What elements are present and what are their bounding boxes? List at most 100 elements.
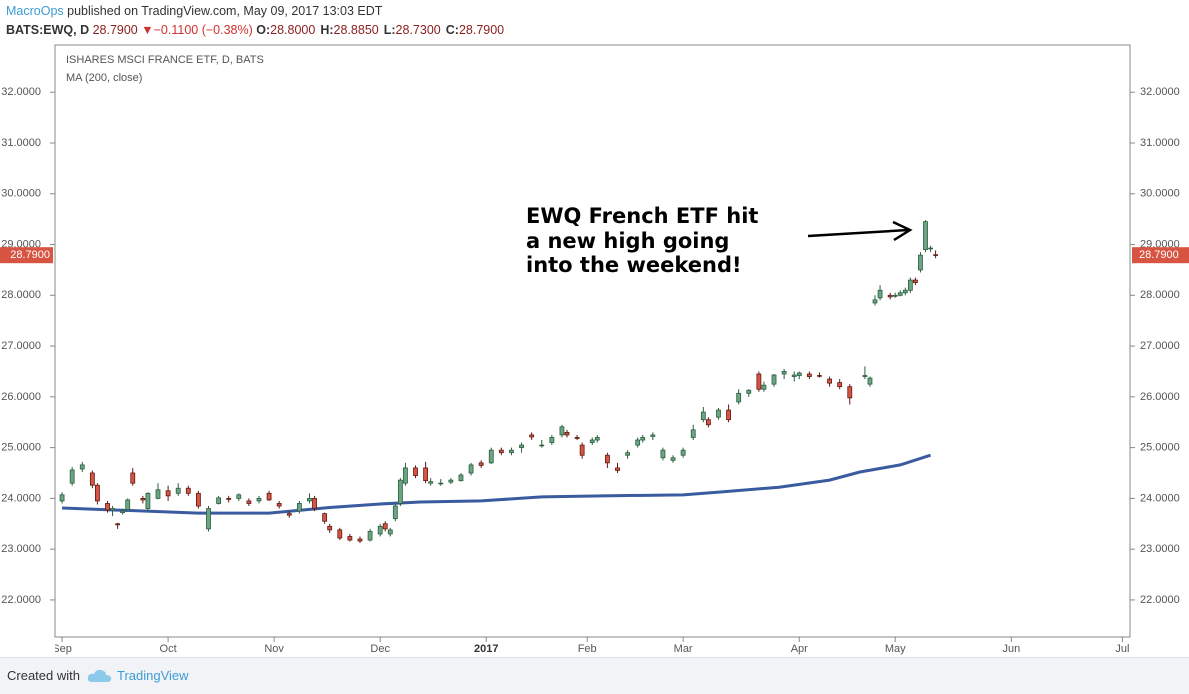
- header-line: BATS:EWQ, D 28.7900 ▼−0.1100 (−0.38%) O:…: [6, 21, 509, 40]
- candle-body: [89, 472, 95, 486]
- y-tick-label: 28.0000: [1, 289, 41, 301]
- candle-body: [246, 500, 252, 504]
- ohlc-label: H:: [320, 23, 334, 37]
- y-tick-label: 26.0000: [1140, 391, 1180, 403]
- candle-body: [105, 503, 110, 511]
- candle-body: [806, 373, 812, 377]
- candle-body: [615, 467, 620, 471]
- candle-body: [327, 525, 333, 531]
- axes: 22.0000 22.0000 23.0000 23.0000 24.0000 24.00…: [0, 86, 1189, 642]
- arrow: [807, 220, 913, 242]
- candle-body: [498, 449, 504, 454]
- y-tick-label: 23.0000: [1, 543, 41, 555]
- candle-body: [312, 497, 317, 509]
- candle-body: [519, 444, 524, 449]
- candle-body: [604, 454, 610, 464]
- candle-body: [579, 444, 585, 456]
- y-tick-label: 30.0000: [1140, 188, 1180, 200]
- x-tick-label: Dec: [370, 643, 390, 655]
- candle-body: [872, 299, 878, 304]
- x-tick-label: Mar: [674, 643, 693, 655]
- y-tick-label: 32.0000: [1, 86, 41, 98]
- candle-body: [428, 481, 434, 484]
- annotation-line: a new high going: [526, 229, 729, 253]
- last-price-label: 28.7900: [10, 249, 50, 261]
- candle-body: [594, 437, 600, 441]
- annotation-line: into the weekend!: [526, 253, 742, 277]
- candle-body: [589, 439, 595, 443]
- x-tick-label: 2017: [474, 643, 498, 655]
- x-tick-label: Jul: [1115, 643, 1129, 655]
- change: −0.1100 (−0.38%): [153, 23, 253, 37]
- candle-body: [897, 292, 903, 296]
- candle-body: [847, 386, 853, 399]
- plot-frame: [54, 44, 1131, 638]
- ohlc-label: O:: [256, 23, 271, 37]
- candle-body: [700, 411, 706, 421]
- candle-body: [736, 392, 742, 403]
- candle-body: [397, 479, 403, 504]
- ma-line: [62, 453, 932, 515]
- candle-body: [155, 489, 161, 499]
- candle-body: [438, 482, 444, 485]
- candle-body: [680, 449, 686, 456]
- candle-body: [862, 375, 868, 377]
- logo: [87, 669, 112, 682]
- candle-body: [746, 389, 752, 394]
- author[interactable]: MacroOps: [6, 4, 64, 18]
- candle-body: [392, 505, 398, 520]
- candle-body: [69, 469, 75, 484]
- candle-body: [216, 497, 221, 504]
- ohlc-value: 28.8850: [333, 23, 379, 37]
- candle-body: [670, 457, 676, 461]
- candle-body: [448, 479, 454, 483]
- candle-body: [115, 523, 121, 526]
- candle-body: [635, 439, 641, 446]
- candle-body: [125, 499, 131, 510]
- candle-body: [887, 294, 893, 298]
- candle-body: [175, 487, 181, 494]
- last-price-label: 28.7900: [1139, 249, 1179, 261]
- ohlc-value: 28.7900: [458, 23, 505, 37]
- brand[interactable]: TradingView: [117, 668, 189, 683]
- candle-body: [145, 492, 151, 509]
- candle-body: [791, 374, 797, 377]
- candle-body: [488, 449, 494, 464]
- candle-body: [771, 374, 777, 385]
- x-tick-label: Apr: [791, 643, 808, 655]
- candle-body: [286, 513, 292, 516]
- annotation: EWQ French ETF hit a new high going into…: [526, 204, 758, 277]
- candle-body: [266, 492, 272, 501]
- y-tick-label: 24.0000: [1140, 492, 1180, 504]
- x-tick-label: Sep: [52, 643, 72, 655]
- candle-body: [650, 434, 656, 437]
- candle-body: [756, 373, 762, 390]
- last-price-box: [1132, 247, 1189, 264]
- x-tick-label: Feb: [578, 643, 597, 655]
- candle-body: [549, 437, 555, 443]
- footer: Created with TradingView: [0, 657, 1189, 694]
- candle-body: [307, 497, 312, 502]
- y-tick-label: 26.0000: [1, 391, 41, 403]
- candle-body: [337, 529, 343, 539]
- candle-body: [296, 503, 302, 512]
- legend-title: ISHARES MSCI FRANCE ETF, D, BATS: [66, 54, 264, 66]
- y-tick-label: 22.0000: [1, 594, 41, 606]
- ohlc: O:28.8000 H:28.8850 L:28.7300 C:28.7900: [256, 23, 509, 37]
- candle-body: [892, 294, 898, 297]
- candle-body: [256, 497, 262, 502]
- candle-body: [130, 472, 136, 484]
- candle-body: [726, 409, 731, 421]
- candle-body: [382, 523, 388, 530]
- x-axis: Sep Oct Nov Dec 2017 Feb Mar Apr May Jun Jul: [52, 643, 1129, 655]
- footer-text: Created with: [7, 668, 80, 683]
- candle-body: [140, 497, 146, 501]
- candle-body: [347, 536, 353, 541]
- header-line: MacroOps published on TradingView.com, M…: [6, 2, 509, 21]
- plot: [59, 220, 939, 544]
- candle-body: [110, 508, 115, 511]
- candle-body: [705, 419, 711, 426]
- candle-body: [907, 279, 913, 291]
- y-tick-label: 30.0000: [1, 188, 41, 200]
- candle-body: [761, 384, 767, 390]
